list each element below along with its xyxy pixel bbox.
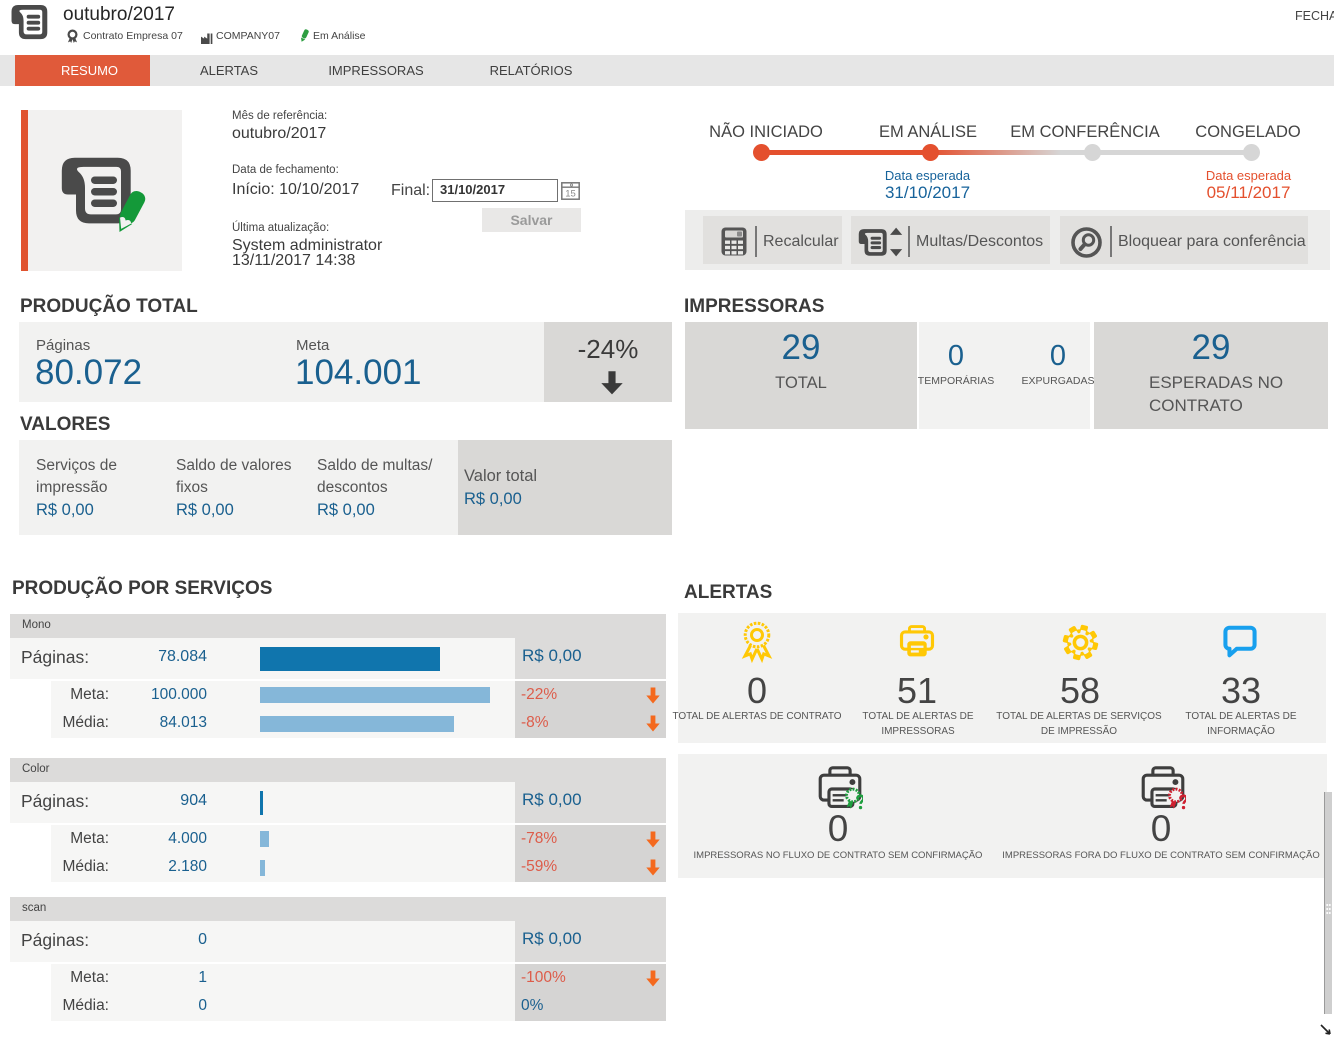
svg-text:15: 15 [565, 189, 576, 200]
